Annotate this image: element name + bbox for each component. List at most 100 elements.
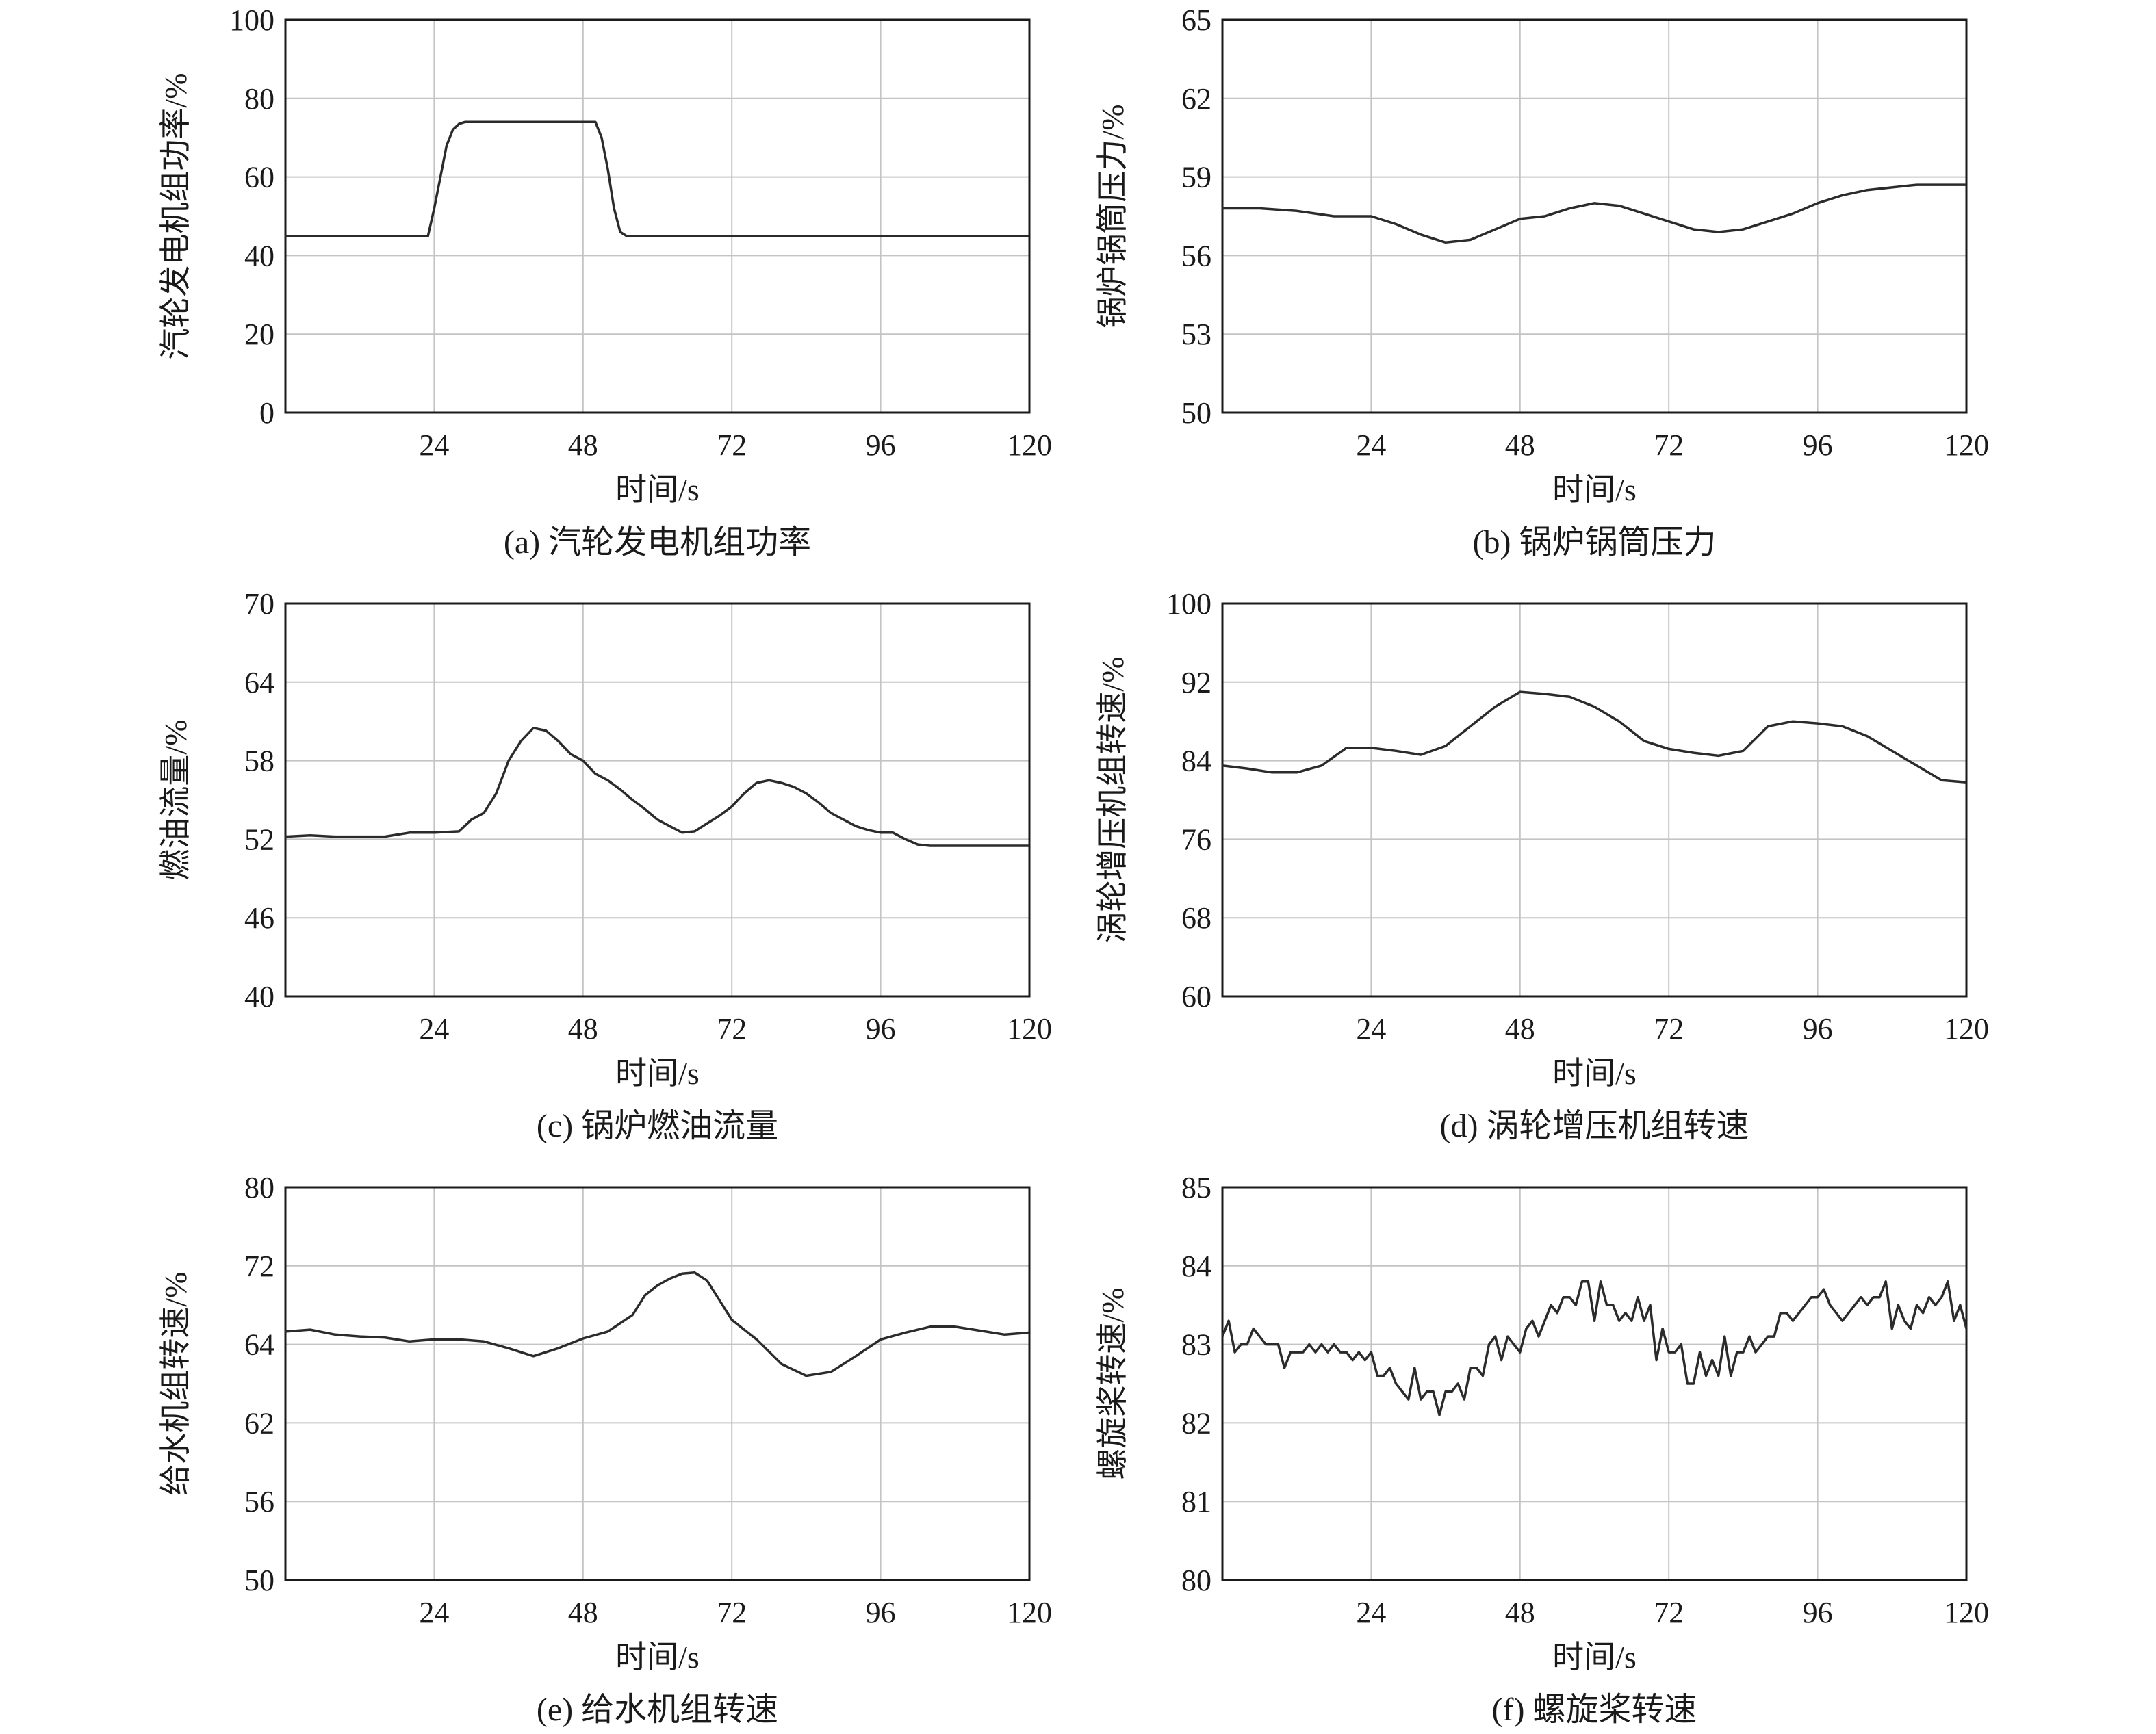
x-tick-label: 24 xyxy=(1356,1596,1386,1629)
x-tick-label: 120 xyxy=(1007,1012,1052,1046)
x-tick-label: 24 xyxy=(419,1596,449,1629)
chart-caption: (d) 涡轮增压机组转速 xyxy=(1440,1108,1749,1144)
x-tick-label: 48 xyxy=(1505,1596,1535,1629)
y-tick-label: 68 xyxy=(1181,901,1211,935)
series-line xyxy=(285,120,1029,237)
x-tick-label: 120 xyxy=(1944,1596,1989,1629)
y-tick-label: 52 xyxy=(244,823,274,856)
chart-caption: (c) 锅炉燃油流量 xyxy=(537,1108,778,1144)
x-tick-label: 96 xyxy=(1803,1012,1833,1046)
y-axis-label: 燃油流量/% xyxy=(158,719,193,880)
y-tick-label: 100 xyxy=(229,3,274,37)
series-line xyxy=(285,1271,1030,1377)
x-tick-label: 48 xyxy=(568,428,598,462)
y-tick-label: 60 xyxy=(1181,980,1211,1013)
series-line xyxy=(1221,1280,1968,1416)
y-axis-label: 螺旋桨转速/% xyxy=(1095,1287,1130,1479)
y-tick-label: 60 xyxy=(244,161,274,194)
chart-caption: (e) 给水机组转速 xyxy=(537,1692,778,1728)
x-tick-label: 72 xyxy=(1654,1596,1684,1629)
y-tick-label: 80 xyxy=(244,1171,274,1204)
x-tick-label: 120 xyxy=(1007,1596,1052,1629)
x-tick-label: 48 xyxy=(568,1596,598,1629)
x-tick-label: 120 xyxy=(1007,428,1052,462)
y-tick-label: 76 xyxy=(1181,823,1211,856)
x-axis-label: 时间/s xyxy=(615,1056,700,1091)
y-tick-label: 82 xyxy=(1181,1406,1211,1440)
x-axis-label: 时间/s xyxy=(1552,1056,1637,1091)
plot-frame xyxy=(1221,1186,1968,1581)
y-axis-label: 涡轮增压机组转速/% xyxy=(1095,656,1130,943)
y-tick-label: 50 xyxy=(1181,396,1211,430)
y-tick-label: 70 xyxy=(244,587,274,621)
y-tick-label: 84 xyxy=(1181,745,1211,778)
y-axis-label: 锅炉锅筒压力/% xyxy=(1095,104,1130,328)
plot-frame xyxy=(284,18,1031,414)
x-axis-label: 时间/s xyxy=(615,472,700,507)
x-tick-label: 24 xyxy=(419,1012,449,1046)
x-tick-label: 96 xyxy=(866,428,896,462)
y-axis-label: 汽轮发电机组功率/% xyxy=(158,73,193,359)
chart-2: 24 48 72 96 120 40 46 52 58 64 70 时间/s 燃油流量/% (c) 锅炉燃… xyxy=(158,587,1052,1144)
chart-caption: (a) 汽轮发电机组功率 xyxy=(504,524,811,560)
y-tick-label: 40 xyxy=(244,980,274,1013)
x-tick-label: 96 xyxy=(866,1596,896,1629)
y-tick-label: 100 xyxy=(1166,587,1211,621)
chart-3: 24 48 72 96 120 60 68 76 84 92 100 时间/s 涡轮增压机组转速/% (d… xyxy=(1095,587,1989,1144)
x-tick-label: 48 xyxy=(1505,428,1535,462)
y-tick-label: 40 xyxy=(244,239,274,272)
y-tick-label: 65 xyxy=(1181,3,1211,37)
x-tick-label: 72 xyxy=(1654,428,1684,462)
chart-1: 24 48 72 96 120 50 53 56 59 62 65 时间/s 锅炉锅筒压力/% (b) 锅… xyxy=(1095,3,1989,560)
plot-frame xyxy=(1221,602,1968,998)
x-tick-label: 96 xyxy=(1803,428,1833,462)
x-tick-label: 72 xyxy=(717,1012,747,1046)
chart-caption: (b) 锅炉锅筒压力 xyxy=(1473,524,1717,560)
y-tick-label: 50 xyxy=(244,1564,274,1597)
series-line xyxy=(1222,690,1967,784)
x-tick-label: 96 xyxy=(866,1012,896,1046)
y-tick-label: 62 xyxy=(1181,82,1211,116)
y-tick-label: 58 xyxy=(244,745,274,778)
x-tick-label: 24 xyxy=(1356,1012,1386,1046)
y-tick-label: 72 xyxy=(244,1250,274,1283)
plot-frame xyxy=(1221,18,1968,414)
x-axis-label: 时间/s xyxy=(1552,1640,1637,1674)
y-tick-label: 53 xyxy=(1181,318,1211,351)
y-tick-label: 92 xyxy=(1181,666,1211,699)
y-tick-label: 83 xyxy=(1181,1328,1211,1362)
x-tick-label: 96 xyxy=(1803,1596,1833,1629)
x-axis-label: 时间/s xyxy=(1552,472,1637,507)
chart-4: 24 48 72 96 120 50 56 62 64 72 80 时间/s 给水机组转速/% (e) 给… xyxy=(158,1171,1052,1728)
y-tick-label: 64 xyxy=(244,1328,274,1362)
y-tick-label: 85 xyxy=(1181,1171,1211,1204)
y-tick-label: 84 xyxy=(1181,1250,1211,1283)
x-tick-label: 48 xyxy=(568,1012,598,1046)
y-tick-label: 80 xyxy=(244,82,274,116)
chart-5: 24 48 72 96 120 80 81 82 83 84 85 时间/s 螺旋桨转速/% (f) 螺旋… xyxy=(1095,1171,1989,1728)
y-tick-label: 59 xyxy=(1181,161,1211,194)
y-tick-label: 56 xyxy=(1181,239,1211,272)
y-tick-label: 81 xyxy=(1181,1485,1211,1518)
chart-caption: (f) 螺旋桨转速 xyxy=(1492,1692,1697,1728)
x-axis-label: 时间/s xyxy=(615,1640,700,1674)
y-tick-label: 62 xyxy=(244,1406,274,1440)
x-tick-label: 24 xyxy=(419,428,449,462)
y-tick-label: 80 xyxy=(1181,1564,1211,1597)
y-axis-label: 给水机组转速/% xyxy=(158,1271,193,1495)
x-tick-label: 24 xyxy=(1356,428,1386,462)
y-tick-label: 20 xyxy=(244,318,274,351)
y-tick-label: 46 xyxy=(244,901,274,935)
plot-frame xyxy=(284,1186,1031,1581)
plot-frame xyxy=(284,602,1031,998)
x-tick-label: 120 xyxy=(1944,428,1989,462)
x-tick-label: 72 xyxy=(1654,1012,1684,1046)
y-tick-label: 56 xyxy=(244,1485,274,1518)
x-tick-label: 72 xyxy=(717,1596,747,1629)
y-tick-label: 64 xyxy=(244,666,274,699)
series-line xyxy=(285,727,1029,847)
x-tick-label: 120 xyxy=(1944,1012,1989,1046)
x-tick-label: 72 xyxy=(717,428,747,462)
